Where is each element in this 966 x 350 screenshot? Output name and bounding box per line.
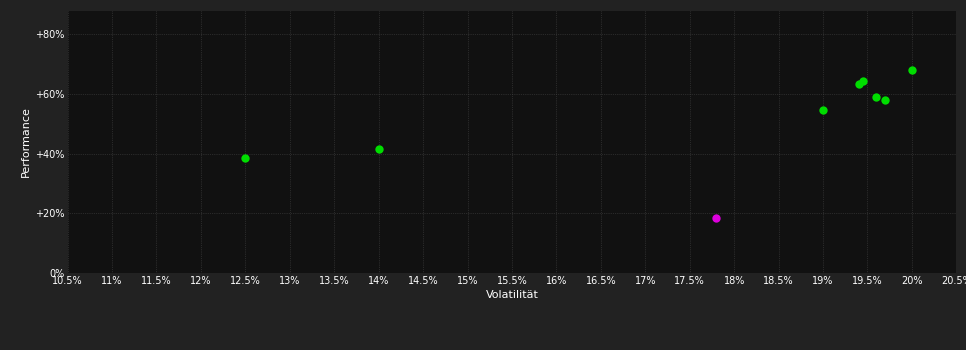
- Point: [851, 81, 867, 86]
- Y-axis label: Performance: Performance: [21, 106, 31, 177]
- Point: [815, 108, 831, 113]
- X-axis label: Volatilität: Volatilität: [486, 290, 538, 300]
- Point: [877, 97, 893, 103]
- Point: [238, 155, 253, 161]
- Point: [868, 94, 884, 100]
- Point: [371, 146, 386, 152]
- Point: [709, 215, 724, 220]
- Point: [855, 78, 870, 83]
- Point: [904, 67, 920, 73]
